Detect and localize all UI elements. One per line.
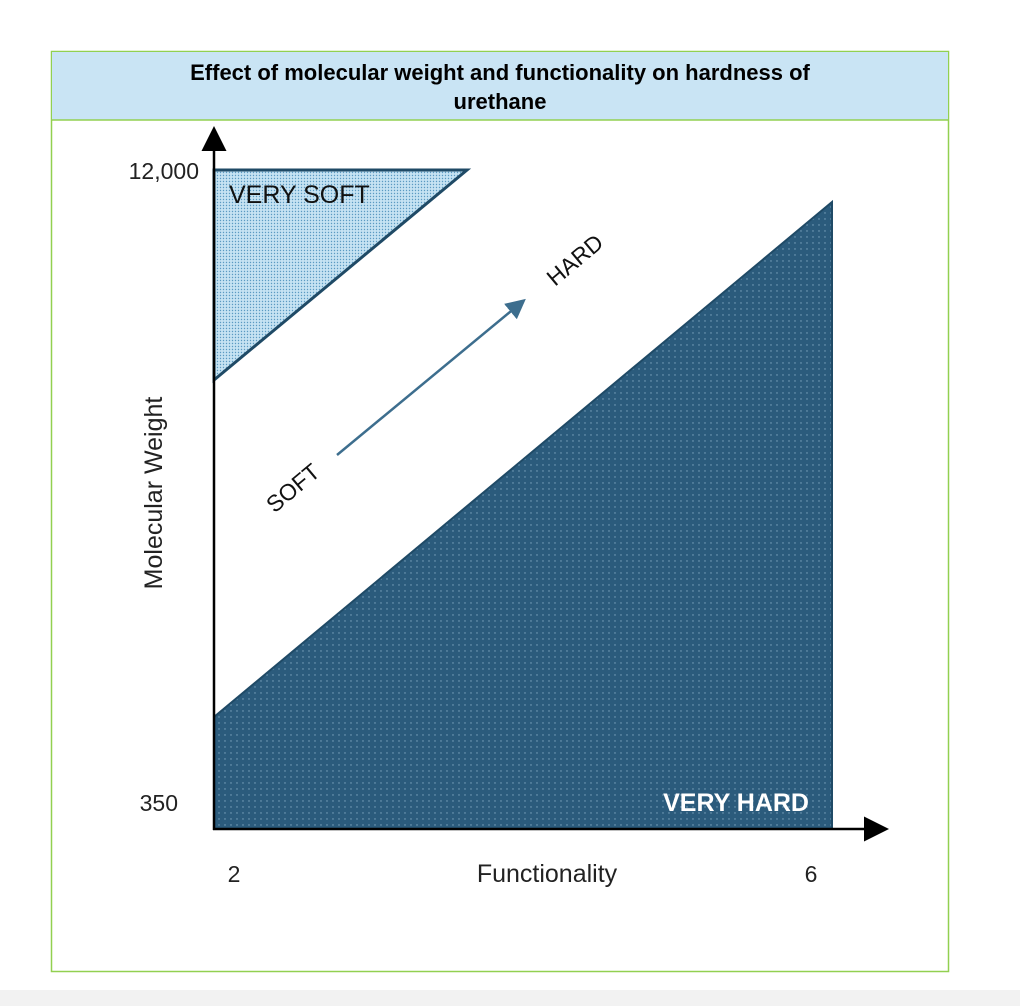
x-min-tick: 2 <box>228 861 241 887</box>
y-max-tick: 12,000 <box>129 158 199 184</box>
diagram-title-line2: urethane <box>454 89 547 114</box>
diagram-title-line1: Effect of molecular weight and functiona… <box>190 60 810 85</box>
footer-bar <box>0 990 1020 1006</box>
y-axis-label: Molecular Weight <box>140 397 168 590</box>
soft-to-hard-arrow <box>336 298 526 456</box>
y-min-tick: 350 <box>140 790 178 816</box>
x-axis-label: Functionality <box>477 860 618 888</box>
very-soft-label: VERY SOFT <box>229 181 370 209</box>
very-hard-label: VERY HARD <box>663 789 809 817</box>
x-max-tick: 6 <box>805 861 818 887</box>
title-band <box>52 52 948 120</box>
